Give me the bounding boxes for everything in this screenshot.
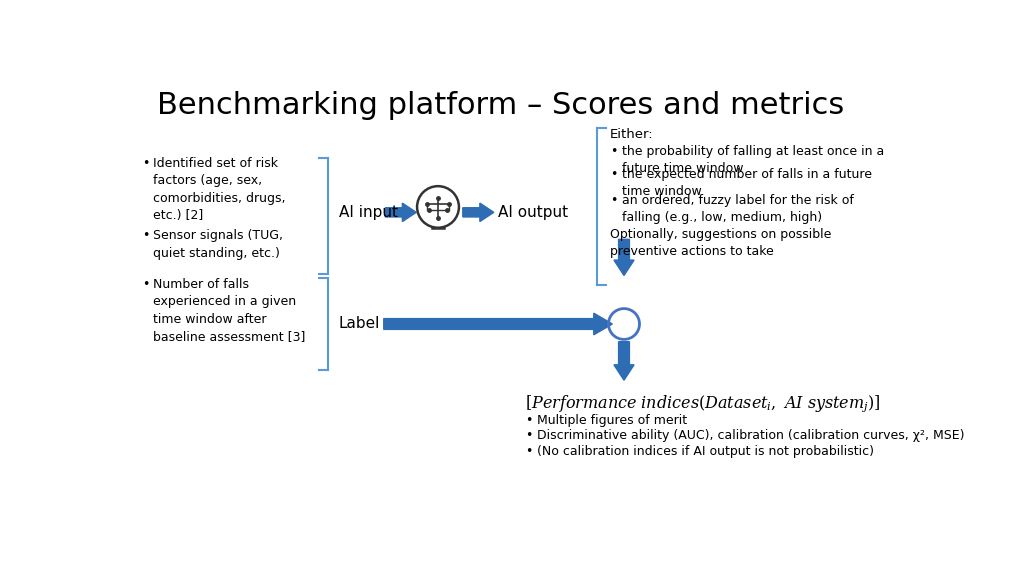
Text: •: • bbox=[524, 414, 532, 427]
Text: •: • bbox=[524, 445, 532, 458]
Text: Benchmarking platform – Scores and metrics: Benchmarking platform – Scores and metri… bbox=[158, 90, 845, 120]
Text: •: • bbox=[524, 430, 532, 442]
Text: (No calibration indices if AI output is not probabilistic): (No calibration indices if AI output is … bbox=[538, 445, 874, 458]
Text: Identified set of risk
factors (age, sex,
comorbidities, drugs,
etc.) [2]: Identified set of risk factors (age, sex… bbox=[153, 157, 286, 222]
Text: Optionally, suggestions on possible
preventive actions to take: Optionally, suggestions on possible prev… bbox=[610, 228, 831, 257]
Text: the expected number of falls in a future
time window: the expected number of falls in a future… bbox=[623, 168, 872, 198]
Text: •: • bbox=[610, 145, 617, 158]
Text: •: • bbox=[610, 194, 617, 207]
Text: an ordered, fuzzy label for the risk of
falling (e.g., low, medium, high): an ordered, fuzzy label for the risk of … bbox=[623, 194, 854, 224]
FancyArrow shape bbox=[385, 203, 417, 222]
FancyArrow shape bbox=[384, 313, 612, 335]
FancyArrow shape bbox=[614, 239, 634, 275]
Text: Discriminative ability (AUC), calibration (calibration curves, χ², MSE): Discriminative ability (AUC), calibratio… bbox=[538, 430, 965, 442]
Text: AI output: AI output bbox=[499, 205, 568, 220]
Text: the probability of falling at least once in a
future time window: the probability of falling at least once… bbox=[623, 145, 885, 175]
Text: Sensor signals (TUG,
quiet standing, etc.): Sensor signals (TUG, quiet standing, etc… bbox=[153, 229, 283, 260]
Text: Multiple figures of merit: Multiple figures of merit bbox=[538, 414, 687, 427]
Text: Either:: Either: bbox=[610, 128, 653, 141]
Text: •: • bbox=[142, 229, 150, 242]
Text: Label: Label bbox=[339, 316, 380, 332]
Text: •: • bbox=[142, 157, 150, 170]
Text: •: • bbox=[610, 168, 617, 181]
Text: AI input: AI input bbox=[339, 205, 397, 220]
Text: $[Performance\ indices(Dataset_i,\ AI\ system_j)]$: $[Performance\ indices(Dataset_i,\ AI\ s… bbox=[524, 393, 881, 414]
Text: Number of falls
experienced in a given
time window after
baseline assessment [3]: Number of falls experienced in a given t… bbox=[153, 278, 305, 343]
FancyArrow shape bbox=[463, 203, 494, 222]
FancyArrow shape bbox=[614, 342, 634, 380]
Text: •: • bbox=[142, 278, 150, 291]
